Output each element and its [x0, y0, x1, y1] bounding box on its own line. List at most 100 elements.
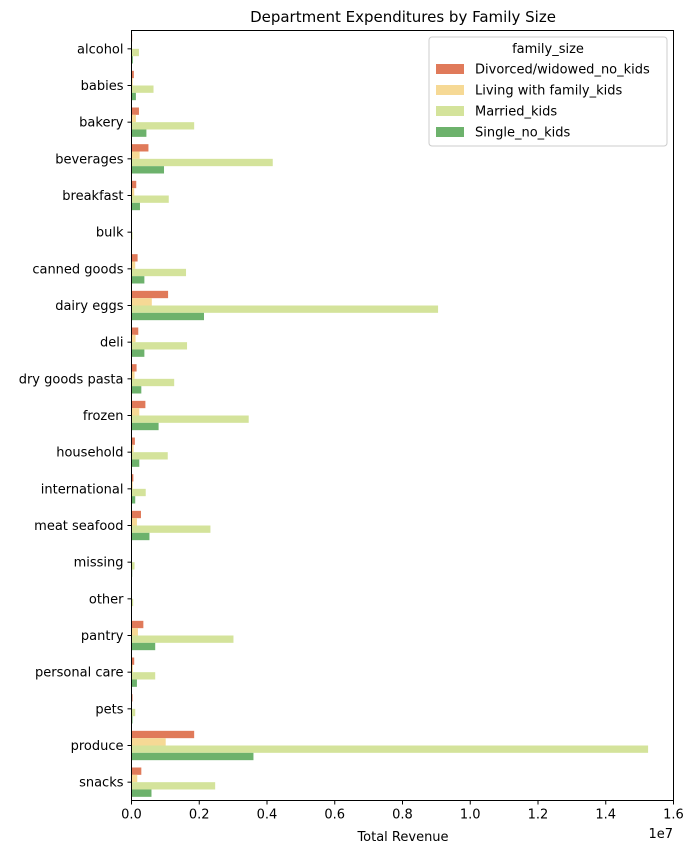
y-tick-label: deli — [100, 336, 123, 351]
bar-international-3 — [131, 496, 136, 504]
y-tick-label: frozen — [83, 409, 124, 424]
legend-label: Single_no_kids — [475, 126, 571, 141]
bar-beverages-2 — [131, 158, 273, 167]
bar-bakery-2 — [131, 122, 195, 130]
x-tick-label: 0.4 — [257, 808, 278, 823]
y-tick-label: alcohol — [77, 42, 123, 57]
bar-pets-0 — [131, 694, 133, 702]
legend: family_size Divorced/widowed_no_kids Livi… — [428, 36, 668, 147]
y-tick-label: missing — [74, 556, 124, 571]
bar-pantry-2 — [131, 635, 234, 643]
bar-dry-goods-pasta-1 — [131, 371, 135, 379]
bar-pantry-1 — [131, 628, 138, 636]
bar-beverages-0 — [131, 144, 149, 152]
y-tick-label: dry goods pasta — [19, 372, 124, 387]
bar-household-1 — [131, 444, 134, 453]
y-tick-label: dairy eggs — [55, 299, 124, 314]
y-axis-ticks: alcohol babies bakery beverages breakfast bul… — [19, 42, 132, 791]
bar-other-2 — [131, 598, 134, 607]
bar-canned-goods-2 — [131, 268, 187, 277]
bar-pets-2 — [131, 708, 136, 717]
y-tick-label: beverages — [55, 152, 124, 167]
bar-dry-goods-pasta-0 — [131, 364, 137, 372]
bar-canned-goods-1 — [131, 261, 136, 269]
bar-breakfast-0 — [131, 180, 137, 189]
bar-frozen-2 — [131, 415, 249, 423]
bar-deli-1 — [131, 334, 136, 343]
bar-personal-care-2 — [131, 672, 156, 680]
bar-personal-care-1 — [131, 664, 133, 673]
bar-deli-3 — [131, 349, 145, 357]
bar-bakery-1 — [131, 114, 136, 123]
y-tick-label: snacks — [79, 776, 124, 791]
y-tick-label: produce — [71, 739, 124, 754]
bar-beverages-3 — [131, 166, 165, 174]
x-tick-label: 1.0 — [460, 808, 481, 823]
bar-dry-goods-pasta-3 — [131, 386, 142, 394]
x-tick-label: 0.0 — [121, 808, 142, 823]
bar-deli-2 — [131, 342, 188, 350]
bar-produce-3 — [131, 752, 254, 761]
bar-bakery-3 — [131, 129, 147, 137]
legend-title: family_size — [512, 42, 584, 57]
bar-international-1 — [131, 481, 133, 489]
y-tick-label: babies — [81, 79, 124, 94]
bar-babies-2 — [131, 85, 154, 93]
bar-produce-0 — [131, 730, 195, 739]
legend-label: Living with family_kids — [475, 84, 623, 99]
bar-dairy-eggs-3 — [131, 312, 204, 321]
legend-swatch — [436, 127, 464, 137]
legend-label: Married_kids — [475, 105, 557, 120]
bar-dairy-eggs-2 — [131, 305, 439, 313]
legend-frame — [428, 36, 668, 147]
chart-title: Department Expenditures by Family Size — [250, 8, 556, 26]
x-tick-label: 0.6 — [324, 808, 345, 823]
bar-meat-seafood-0 — [131, 510, 141, 519]
bar-produce-1 — [131, 738, 166, 746]
legend-swatch — [436, 106, 464, 116]
bar-babies-3 — [131, 92, 136, 101]
bar-personal-care-0 — [131, 657, 135, 665]
bar-beverages-1 — [131, 151, 140, 159]
x-axis-offset-label: 1e7 — [648, 827, 673, 842]
x-tick-label: 1.2 — [528, 808, 549, 823]
bar-canned-goods-3 — [131, 276, 145, 284]
bar-produce-2 — [131, 745, 649, 753]
y-tick-label: bakery — [79, 116, 124, 131]
bar-breakfast-2 — [131, 195, 169, 203]
y-tick-label: international — [41, 482, 124, 497]
x-tick-label: 1.4 — [595, 808, 616, 823]
y-tick-label: other — [89, 592, 124, 607]
bar-pantry-0 — [131, 620, 144, 629]
bar-personal-care-3 — [131, 679, 137, 687]
bar-breakfast-1 — [131, 188, 135, 196]
bar-frozen-3 — [131, 422, 159, 431]
bar-meat-seafood-2 — [131, 525, 211, 533]
x-tick-label: 0.8 — [392, 808, 413, 823]
bar-snacks-1 — [131, 774, 138, 783]
bar-household-3 — [131, 459, 140, 467]
bar-international-0 — [131, 474, 134, 482]
legend-swatch — [436, 85, 464, 95]
bar-canned-goods-0 — [131, 254, 138, 262]
bar-babies-0 — [131, 70, 134, 79]
y-tick-label: pets — [95, 702, 123, 717]
bar-alcohol-3 — [131, 56, 133, 64]
bar-pets-3 — [131, 716, 133, 724]
bar-frozen-1 — [131, 408, 140, 416]
legend-label: Divorced/widowed_no_kids — [475, 63, 650, 78]
y-tick-label: breakfast — [62, 189, 123, 204]
bar-international-2 — [131, 488, 146, 497]
y-tick-label: pantry — [81, 629, 124, 644]
bar-dry-goods-pasta-2 — [131, 378, 175, 387]
y-tick-label: household — [56, 446, 123, 461]
bar-snacks-3 — [131, 789, 152, 797]
bar-household-0 — [131, 437, 135, 445]
y-tick-label: personal care — [35, 666, 123, 681]
bar-dairy-eggs-0 — [131, 290, 169, 299]
bar-snacks-2 — [131, 782, 216, 790]
x-tick-label: 1.6 — [663, 808, 684, 823]
bar-meat-seafood-3 — [131, 532, 150, 541]
bar-bulk-2 — [131, 232, 133, 240]
